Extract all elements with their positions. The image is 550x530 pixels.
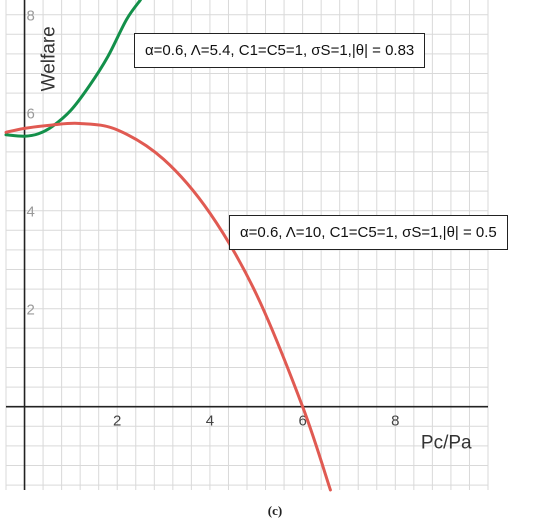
x-tick-label: 2 [113,413,121,430]
y-tick-label: 6 [27,106,35,123]
annotation-box-red: α=0.6, Λ=10, C1=C5=1, σS=1,|θ| = 0.5 [229,215,508,250]
y-tick-label: 8 [27,8,35,25]
y-axis-label: Welfare [39,26,60,91]
chart: 2 4 6 8 2 4 6 8 Pc/Pa Welfare [4,0,489,492]
annotation-box-green: α=0.6, Λ=5.4, C1=C5=1, σS=1,|θ| = 0.83 [134,33,426,68]
series-line-red [4,121,332,492]
annotation-text-red: α=0.6, Λ=10, C1=C5=1, σS=1,|θ| = 0.5 [240,224,497,241]
y-tick-label: 4 [27,204,35,221]
x-tick-label: 8 [391,413,399,430]
y-tick-label: 2 [27,302,35,319]
x-axis-label: Pc/Pa [421,432,472,453]
figure-caption: (c) [267,503,283,518]
annotation-text-green: α=0.6, Λ=5.4, C1=C5=1, σS=1,|θ| = 0.83 [145,42,415,59]
x-tick-label: 4 [206,413,214,430]
series-line-green [4,0,142,138]
x-tick-label: 6 [298,413,306,430]
